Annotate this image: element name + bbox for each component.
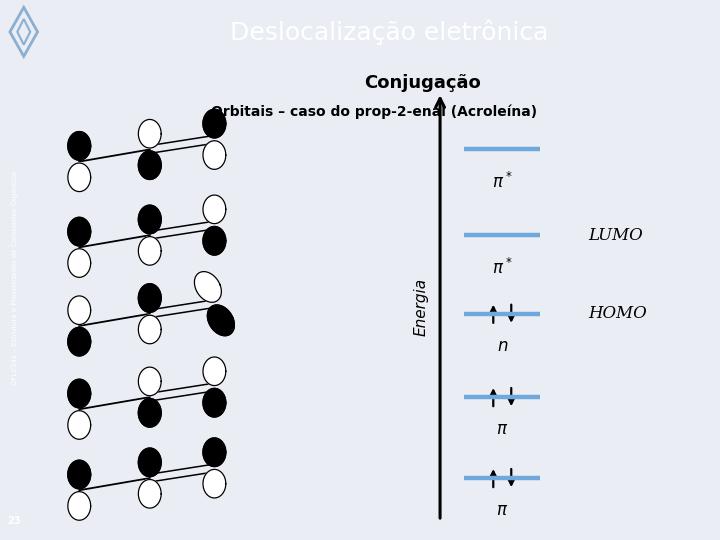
Polygon shape — [203, 141, 226, 170]
Polygon shape — [68, 296, 91, 325]
Polygon shape — [68, 249, 91, 278]
Polygon shape — [68, 132, 91, 160]
Text: HOMO: HOMO — [589, 305, 647, 322]
Text: $n$: $n$ — [497, 336, 508, 355]
Polygon shape — [203, 357, 226, 386]
Polygon shape — [194, 272, 221, 302]
Polygon shape — [68, 491, 91, 520]
Polygon shape — [68, 327, 91, 356]
Polygon shape — [138, 448, 161, 477]
Polygon shape — [203, 388, 226, 417]
Polygon shape — [138, 480, 161, 508]
Text: $\pi$: $\pi$ — [496, 420, 508, 438]
Polygon shape — [68, 411, 91, 439]
Polygon shape — [203, 438, 226, 467]
Text: Orbitais – caso do prop-2-enal (Acroleína): Orbitais – caso do prop-2-enal (Acroleín… — [212, 104, 537, 119]
Text: $\pi$: $\pi$ — [496, 501, 508, 519]
Polygon shape — [138, 151, 161, 179]
Polygon shape — [138, 119, 161, 148]
Text: LUMO: LUMO — [589, 227, 644, 244]
Polygon shape — [138, 399, 161, 427]
Text: QFL0341 – Estrutura e Propriedades de Compostos Orgânicos: QFL0341 – Estrutura e Propriedades de Co… — [11, 171, 18, 386]
Polygon shape — [68, 163, 91, 192]
Polygon shape — [203, 109, 226, 138]
Polygon shape — [203, 226, 226, 255]
Text: Conjugação: Conjugação — [364, 74, 481, 92]
Polygon shape — [203, 195, 226, 224]
Text: Deslocalização eletrônica: Deslocalização eletrônica — [230, 19, 548, 45]
Text: $\pi^*$: $\pi^*$ — [492, 172, 513, 192]
Polygon shape — [203, 469, 226, 498]
Polygon shape — [68, 460, 91, 489]
Polygon shape — [207, 305, 234, 336]
Text: $\pi^*$: $\pi^*$ — [492, 258, 513, 278]
Polygon shape — [138, 315, 161, 344]
Polygon shape — [138, 367, 161, 396]
Polygon shape — [138, 205, 161, 234]
Polygon shape — [68, 379, 91, 408]
Polygon shape — [68, 217, 91, 246]
Text: 23: 23 — [8, 516, 21, 526]
Polygon shape — [138, 237, 161, 265]
Text: Energia: Energia — [414, 278, 429, 336]
Polygon shape — [138, 284, 161, 312]
